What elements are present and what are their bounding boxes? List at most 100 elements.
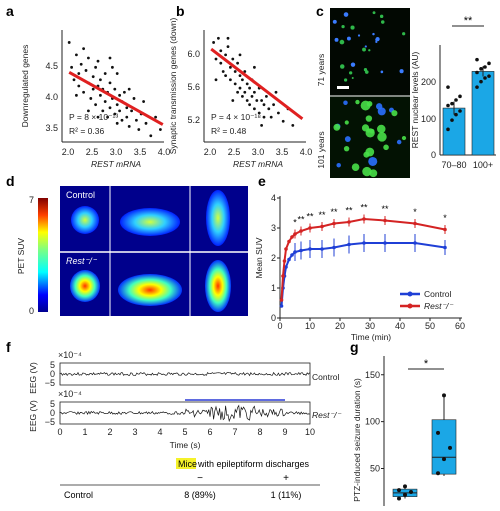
data-point [413, 241, 417, 245]
scatter-point [142, 100, 146, 103]
nucleus-dot [377, 107, 386, 116]
nucleus-dot [339, 39, 345, 45]
panel-e-ytick: 3 [271, 223, 276, 233]
legend-control-label: Control [424, 289, 452, 299]
data-point [483, 65, 487, 69]
data-point [413, 221, 417, 226]
panel-c-ytick: 200 [421, 77, 436, 87]
data-point [475, 70, 479, 75]
data-point [332, 245, 336, 250]
scale-bar [337, 86, 349, 89]
panel-d-ylabel: PET SUV [16, 238, 26, 275]
significance-star: ** [360, 203, 368, 213]
panel-a-xtick: 2.0 [62, 147, 75, 157]
rest-head-axial [205, 260, 231, 312]
table-col-plus: + [283, 473, 289, 484]
panel-b-xtick: 2.5 [228, 147, 241, 157]
nucleus-dot [334, 37, 339, 42]
significance-star: * [443, 213, 447, 223]
data-point [475, 57, 479, 62]
panel-e-ytick: 1 [271, 283, 276, 293]
scatter-point [257, 111, 261, 115]
scatter-point [219, 61, 223, 65]
scatter-point [123, 90, 126, 94]
panel-d-control-label: Control [66, 190, 95, 200]
nucleus-dot [355, 99, 360, 105]
nucleus-dot [365, 128, 375, 138]
nucleus-dot [380, 20, 385, 24]
data-point [397, 496, 401, 501]
scatter-point [253, 65, 256, 69]
panel-b-xtick: 2.0 [204, 147, 217, 157]
scatter-point [231, 99, 235, 102]
scatter-point [224, 74, 228, 78]
nucleus-dot [350, 25, 355, 30]
significance-star: ** [330, 207, 338, 217]
panel-e-ytick: 2 [271, 253, 276, 263]
data-point [347, 220, 351, 224]
scatter-point [135, 118, 138, 122]
nucleus-dot [383, 144, 389, 151]
panel-d-pet-images: Control Rest⁻/⁻ 7 0 PET SUV [16, 186, 248, 316]
panel-e-xtick: 30 [365, 321, 375, 331]
bar [471, 71, 495, 156]
scatter-point [94, 103, 97, 107]
scatter-point [115, 103, 119, 107]
nucleus-dot [349, 71, 353, 75]
scatter-point [96, 115, 100, 119]
table-cell-plus: 1 (11%) [271, 490, 302, 500]
scatter-point [113, 87, 117, 91]
scatter-point [260, 124, 263, 127]
panel-c-label: c [316, 3, 324, 19]
panel-c-significance: ** [464, 15, 473, 27]
scatter-point [154, 115, 158, 119]
scatter-point [106, 115, 109, 119]
scatter-point [108, 106, 112, 110]
scatter-point [255, 99, 259, 102]
table-title-highlight: Mice [178, 459, 197, 469]
panel-a-label: a [6, 3, 14, 19]
nucleus-dot [369, 169, 378, 178]
panel-g-ytick: 100 [365, 417, 380, 427]
scatter-point [125, 106, 129, 110]
scatter-point [75, 53, 78, 57]
eeg-ylabel: EEG (V) [28, 362, 38, 394]
scatter-point [87, 109, 90, 113]
data-point [409, 489, 413, 494]
nucleus-dot [379, 14, 384, 19]
data-point [308, 226, 312, 230]
nucleus-dot [377, 132, 387, 142]
scatter-point [248, 103, 252, 107]
scatter-point [137, 128, 141, 131]
scatter-point [214, 78, 218, 82]
nucleus-dot [391, 110, 398, 117]
data-point [320, 224, 324, 229]
panel-b-xtick: 3.5 [276, 147, 289, 157]
scatter-point [111, 65, 114, 69]
data-point [362, 241, 366, 245]
data-point [479, 79, 483, 84]
scatter-point [291, 124, 295, 127]
scatter-point [72, 78, 76, 82]
data-point [320, 247, 324, 251]
panel-a-ytick: 3.5 [45, 123, 58, 133]
data-point [347, 242, 351, 247]
data-point [442, 393, 446, 398]
data-point [443, 245, 447, 250]
eeg-ylabel: EEG (V) [28, 400, 38, 432]
panel-a-xtick: 2.5 [86, 147, 99, 157]
data-point [279, 298, 284, 302]
data-point [448, 445, 452, 450]
eeg-xtick: 9 [282, 427, 287, 437]
nucleus-dot [343, 12, 349, 17]
nucleus-dot [402, 32, 406, 36]
panel-a-xtick: 4.0 [158, 147, 171, 157]
nucleus-dot [341, 25, 345, 29]
panel-d-rest-label: Rest⁻/⁻ [66, 256, 98, 266]
data-point [293, 232, 297, 236]
scatter-point [79, 62, 83, 66]
panel-g-plot: 50 100 150 * PTZ-induced seizure duration … [352, 356, 457, 506]
data-point [287, 239, 291, 244]
data-point [483, 76, 487, 80]
